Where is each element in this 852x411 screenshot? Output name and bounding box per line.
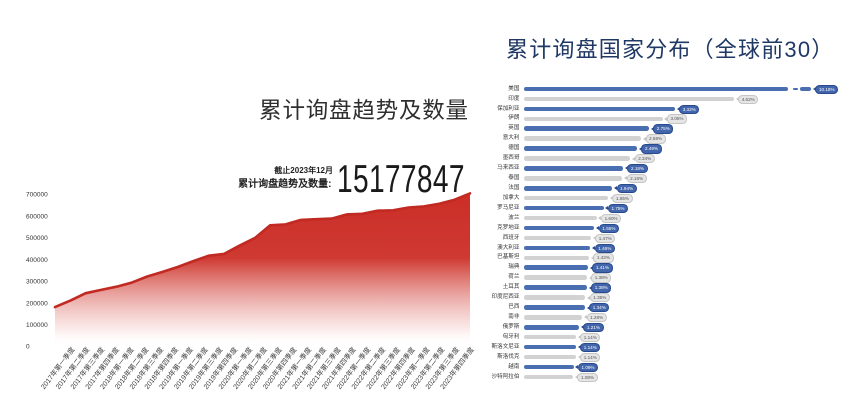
svg-text:600000: 600000 <box>26 213 48 220</box>
svg-text:500000: 500000 <box>26 235 48 242</box>
svg-text:200000: 200000 <box>26 300 48 307</box>
svg-text:300000: 300000 <box>26 279 48 286</box>
svg-text:700000: 700000 <box>26 192 48 199</box>
svg-text:400000: 400000 <box>26 257 48 264</box>
svg-text:100000: 100000 <box>26 322 48 329</box>
svg-text:0: 0 <box>26 344 30 351</box>
